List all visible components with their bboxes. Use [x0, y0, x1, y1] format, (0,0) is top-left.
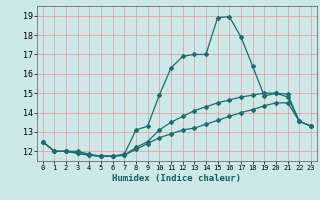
- X-axis label: Humidex (Indice chaleur): Humidex (Indice chaleur): [112, 174, 241, 183]
